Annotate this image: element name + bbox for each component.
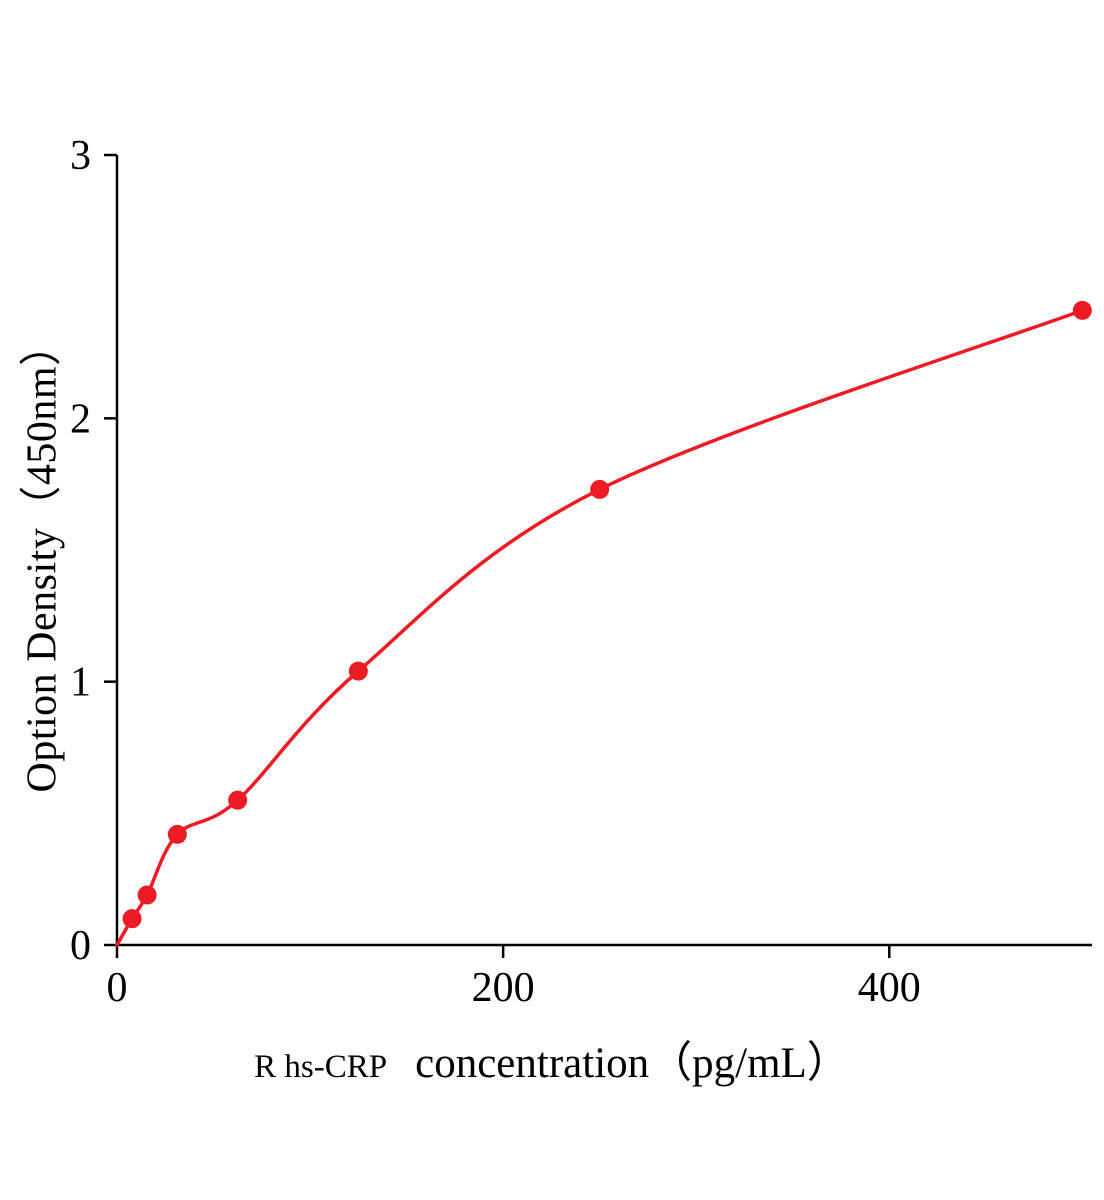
data-point [348, 661, 368, 681]
data-point [122, 909, 142, 929]
data-point [137, 885, 157, 905]
y-tick-label: 3 [70, 133, 91, 179]
y-tick-label: 1 [70, 660, 91, 706]
y-axis-title: Option Density（450nm） [19, 323, 66, 793]
y-tick-label: 0 [70, 923, 91, 969]
y-tick-label: 2 [70, 396, 91, 442]
data-point [167, 824, 187, 844]
x-tick-label: 0 [107, 965, 128, 1011]
fit-curve [115, 308, 1085, 947]
x-axis-title-main: concentration（pg/mL） [415, 1040, 850, 1087]
x-axis-title-prefix: R hs-CRP [254, 1049, 388, 1085]
x-axis-title: R hs-CRP concentration（pg/mL） [0, 1028, 1104, 1090]
data-point [228, 790, 248, 810]
x-tick-label: 200 [472, 965, 535, 1011]
data-point [1072, 300, 1092, 320]
x-tick-label: 400 [858, 965, 921, 1011]
data-point [590, 479, 610, 499]
